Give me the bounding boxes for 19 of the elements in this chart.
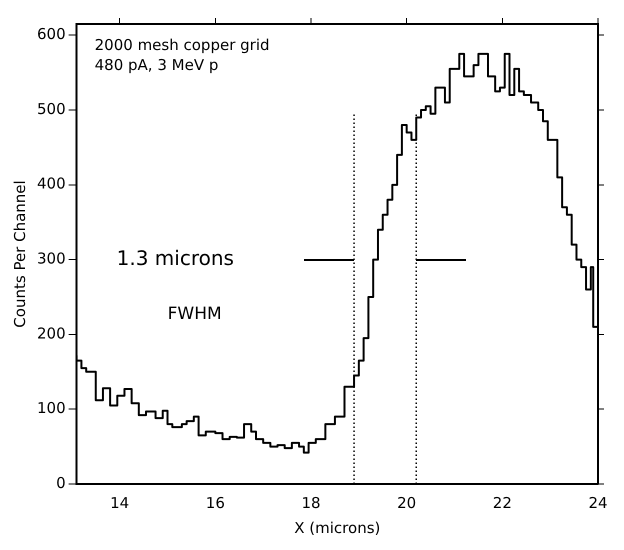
y-tick-label: 0 [56, 474, 66, 492]
y-tick-label: 600 [36, 25, 66, 44]
x-tick-label: 16 [206, 494, 225, 512]
annotation: 480 pA, 3 MeV p [94, 56, 218, 74]
x-tick-label: 18 [301, 494, 321, 512]
x-tick-label: 24 [588, 494, 608, 512]
annotation: FWHM [168, 304, 222, 324]
x-tick-label: 14 [110, 494, 130, 512]
annotation: 1.3 microns [116, 246, 234, 270]
y-tick-label: 500 [36, 100, 66, 118]
y-axis-title: Counts Per Channel [10, 180, 29, 328]
y-tick-label: 300 [36, 250, 66, 268]
x-axis-title: X (microns) [294, 518, 380, 537]
x-tick-label: 20 [397, 494, 416, 512]
annotation: 2000 mesh copper grid [94, 36, 270, 54]
y-tick-label: 100 [36, 399, 66, 418]
x-tick-label: 22 [492, 494, 512, 512]
y-tick-label: 200 [36, 324, 66, 342]
y-tick-label: 400 [36, 174, 66, 193]
